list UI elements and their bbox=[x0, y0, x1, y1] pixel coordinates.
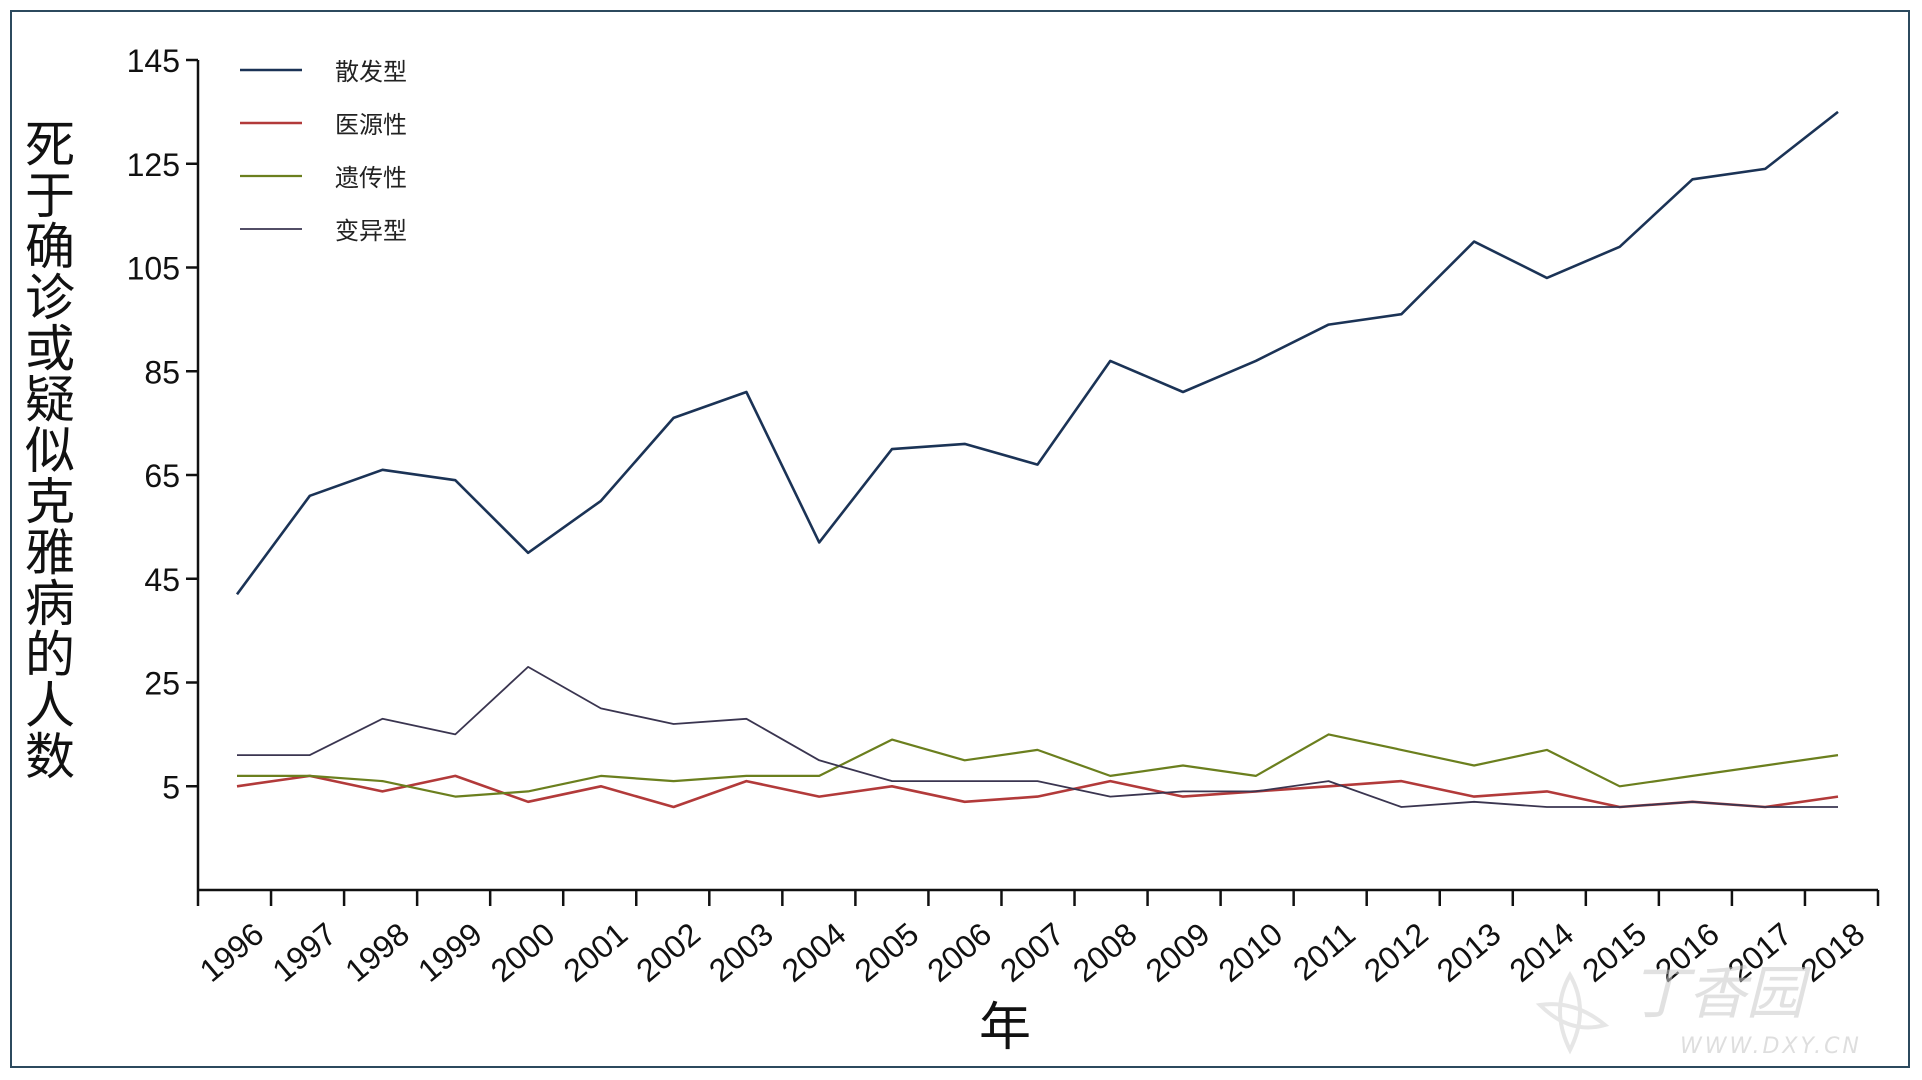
y-tick-label: 5 bbox=[162, 769, 180, 805]
x-tick-label: 2008 bbox=[1066, 916, 1144, 989]
y-tick-label: 145 bbox=[127, 43, 180, 79]
x-tick-label: 2009 bbox=[1139, 916, 1217, 989]
x-tick-label: 2000 bbox=[484, 916, 562, 989]
x-tick-label: 2002 bbox=[629, 916, 707, 989]
x-tick-label: 2005 bbox=[848, 916, 926, 989]
x-tick-label: 1996 bbox=[193, 916, 271, 989]
x-tick-label: 1997 bbox=[266, 916, 344, 989]
legend-label-2: 遗传性 bbox=[335, 164, 407, 192]
series-line-3 bbox=[237, 666, 1838, 808]
y-tick-label: 25 bbox=[144, 666, 180, 702]
x-tick-label: 2006 bbox=[920, 916, 998, 989]
x-axis-label: 年 bbox=[979, 998, 1031, 1058]
x-tick-label: 2004 bbox=[775, 916, 853, 989]
series-line-0 bbox=[235, 110, 1839, 596]
x-tick-label: 2003 bbox=[702, 916, 780, 989]
legend-label-3: 变异型 bbox=[335, 217, 407, 245]
series-lines bbox=[235, 110, 1839, 809]
y-tick-label: 125 bbox=[127, 147, 180, 183]
watermark-url: WWW.DXY.CN bbox=[1680, 1034, 1862, 1059]
y-tick-label: 105 bbox=[127, 251, 180, 287]
x-tick-label: 2010 bbox=[1212, 916, 1290, 989]
legend-label-0: 散发型 bbox=[335, 58, 407, 86]
x-tick-label: 2013 bbox=[1430, 916, 1508, 989]
x-tick-label: 2001 bbox=[557, 916, 635, 989]
y-tick-label: 85 bbox=[144, 354, 180, 390]
chart-frame bbox=[10, 10, 1910, 1068]
series-line-2 bbox=[237, 733, 1839, 798]
x-tick-label: 1998 bbox=[338, 916, 416, 989]
watermark-logo: 丁香园 WWW.DXY.CN bbox=[1535, 959, 1862, 1059]
x-tick-label: 2011 bbox=[1286, 916, 1362, 988]
legend-label-1: 医源性 bbox=[335, 111, 407, 139]
x-tick-label: 1999 bbox=[411, 916, 489, 989]
y-axis-label: 死于确诊或疑似克雅病的人数 bbox=[25, 116, 75, 786]
watermark-text: 丁香园 bbox=[1630, 959, 1811, 1027]
y-tick-label: 45 bbox=[144, 562, 180, 598]
x-tick-label: 2012 bbox=[1357, 916, 1435, 989]
x-tick-label: 2007 bbox=[993, 916, 1071, 989]
y-tick-label: 65 bbox=[144, 458, 180, 494]
